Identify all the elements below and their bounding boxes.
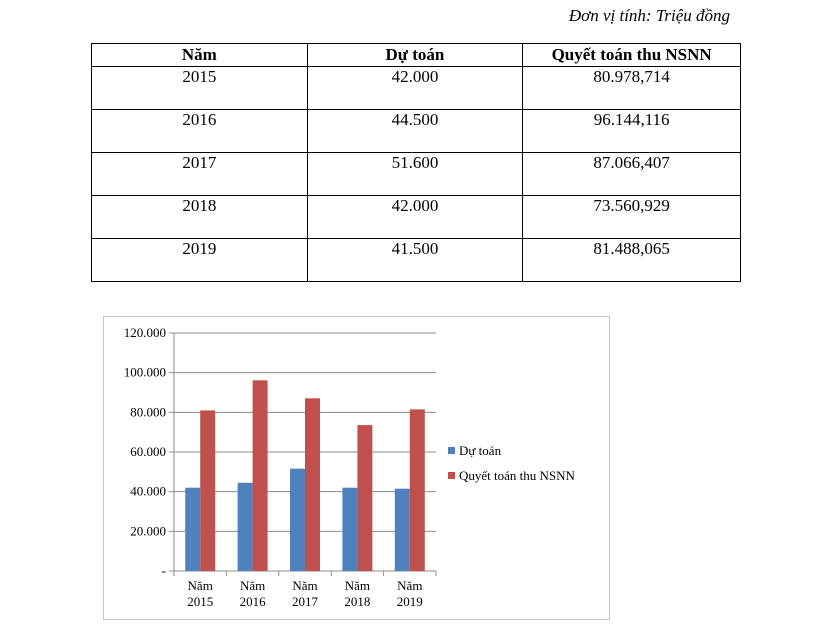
- header-settlement: Quyết toán thu NSNN: [522, 43, 741, 67]
- legend-label: Quyết toán thu NSNN: [459, 468, 576, 483]
- x-tick-label: Năm: [292, 578, 317, 593]
- y-tick-label: 20.000: [130, 523, 166, 538]
- x-tick-label: 2018: [344, 594, 370, 609]
- x-tick-label: 2017: [292, 594, 319, 609]
- cell-year: 2018: [91, 195, 308, 239]
- x-tick-label: 2016: [240, 594, 267, 609]
- y-tick-label: -: [162, 563, 166, 578]
- cell-settlement: 73.560,929: [522, 195, 741, 239]
- bar-du-toan: [237, 482, 253, 571]
- y-tick-label: 120.000: [124, 325, 166, 340]
- cell-settlement: 96.144,116: [522, 109, 741, 153]
- cell-estimate: 42.000: [306, 195, 524, 239]
- cell-year: 2015: [91, 66, 308, 110]
- legend-swatch: [448, 447, 455, 454]
- bar-quyet-toan: [357, 425, 373, 571]
- x-tick-label: Năm: [188, 578, 213, 593]
- legend-label: Dự toán: [459, 443, 502, 458]
- cell-estimate: 42.000: [306, 66, 524, 110]
- bar-quyet-toan: [305, 398, 320, 571]
- header-estimate: Dự toán: [306, 43, 524, 67]
- budget-table: Năm Dự toán Quyết toán thu NSNN 2015 42.…: [91, 43, 741, 282]
- table-row: 2019 41.500 81.488,065: [91, 238, 741, 282]
- x-tick-label: 2015: [187, 594, 213, 609]
- cell-settlement: 80.978,714: [522, 66, 741, 110]
- x-tick-label: Năm: [345, 578, 370, 593]
- cell-settlement: 81.488,065: [522, 238, 741, 282]
- table-row: 2017 51.600 87.066,407: [91, 152, 741, 196]
- bar-chart-svg: - 20.000 40.000 60.000 80.000 100.000 120.000 N…: [124, 325, 576, 609]
- cell-year: 2016: [91, 109, 308, 153]
- cell-year: 2019: [91, 238, 308, 282]
- unit-note: Đơn vị tính: Triệu đồng: [568, 6, 730, 25]
- bar-du-toan: [290, 468, 305, 571]
- y-tick-label: 100.000: [124, 365, 166, 380]
- cell-year: 2017: [91, 152, 308, 196]
- y-tick-label: 40.000: [130, 484, 166, 499]
- legend-swatch: [448, 472, 455, 479]
- x-tick-label: 2019: [397, 594, 423, 609]
- cell-estimate: 44.500: [306, 109, 524, 153]
- bar-quyet-toan: [409, 409, 425, 571]
- bar-chart: - 20.000 40.000 60.000 80.000 100.000 120.000 N…: [103, 316, 610, 620]
- bar-quyet-toan: [252, 380, 268, 571]
- cell-settlement: 87.066,407: [522, 152, 741, 196]
- bar-quyet-toan: [200, 410, 216, 571]
- table-row: 2016 44.500 96.144,116: [91, 109, 741, 153]
- bar-du-toan: [342, 487, 358, 571]
- x-tick-label: Năm: [397, 578, 422, 593]
- header-year: Năm: [91, 43, 308, 67]
- cell-estimate: 41.500: [306, 238, 524, 282]
- table-row: 2015 42.000 80.978,714: [91, 66, 741, 110]
- x-tick-label: Năm: [240, 578, 265, 593]
- y-tick-label: 60.000: [130, 444, 166, 459]
- y-tick-label: 80.000: [130, 404, 166, 419]
- bar-du-toan: [185, 487, 201, 571]
- bar-du-toan: [394, 488, 410, 571]
- table-header-row: Năm Dự toán Quyết toán thu NSNN: [91, 43, 741, 67]
- table-row: 2018 42.000 73.560,929: [91, 195, 741, 239]
- cell-estimate: 51.600: [306, 152, 524, 196]
